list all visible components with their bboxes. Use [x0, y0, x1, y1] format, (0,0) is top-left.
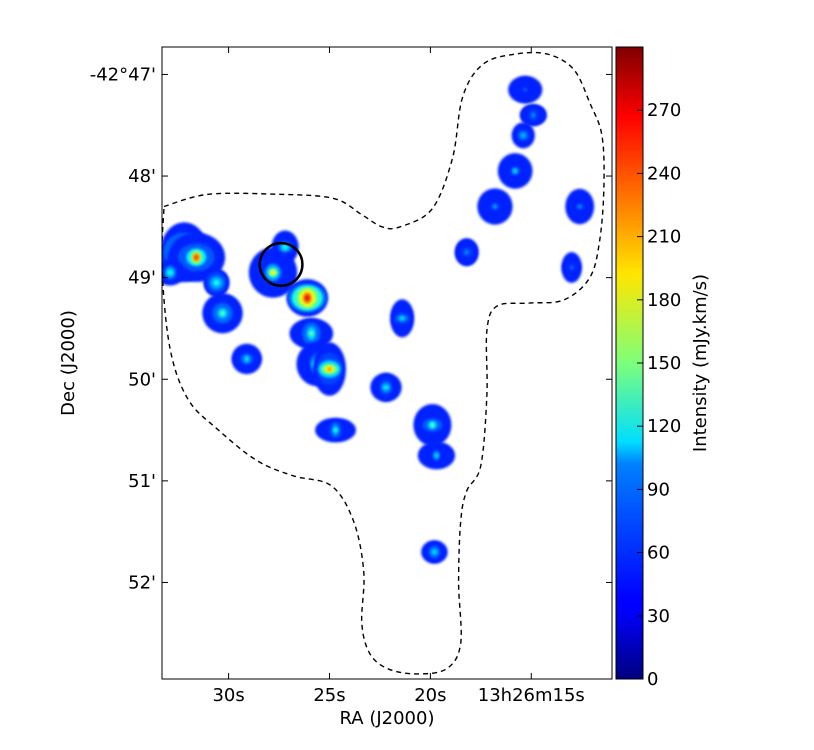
emission-region [413, 404, 452, 446]
y-tick-label: 51' [128, 471, 156, 492]
colorbar-tick-label: 270 [647, 100, 681, 121]
emission-region [202, 293, 243, 334]
y-axis-label: Dec (J2000) [58, 310, 79, 416]
emission-level [309, 332, 313, 335]
colorbar-ticks: 0 30 60 90 120 150 180 210 240 270 [637, 100, 681, 690]
emission-region [519, 103, 547, 127]
emission-level [465, 251, 468, 254]
emission-region [561, 252, 582, 283]
emission-level [305, 295, 309, 301]
x-axis-label: RA (J2000) [340, 708, 435, 729]
x-axis-ticks: 30s 25s 20s 13h26m15s [212, 47, 585, 706]
y-axis-ticks: -42°47' 48' 49' 50' 51' 52' [90, 64, 612, 593]
colorbar-tick-label: 0 [647, 669, 658, 690]
emission-level [578, 205, 582, 208]
plot-frame [161, 46, 613, 680]
colorbar-label: Intensity (mJy.km/s) [690, 274, 711, 452]
x-tick-label: 25s [313, 685, 345, 706]
emission-level [532, 113, 535, 117]
emission-region [162, 259, 186, 286]
y-tick-label: -42°47' [90, 64, 156, 85]
colorbar-tick-label: 30 [647, 606, 670, 627]
emission-level [283, 245, 287, 250]
beam-circle [258, 241, 304, 288]
emission-region [370, 372, 402, 403]
y-tick-label: 52' [128, 572, 156, 593]
emission-level [400, 316, 404, 320]
x-tick-label: 20s [414, 685, 446, 706]
emission-level [168, 271, 172, 275]
colorbar-tick-label: 180 [647, 290, 681, 311]
colorbar-tick-label: 240 [647, 163, 681, 184]
emission-level [521, 133, 525, 137]
emission-level [384, 386, 388, 389]
y-tick-label: 49' [128, 268, 156, 289]
emission-level [432, 550, 437, 554]
emission-region [203, 268, 230, 297]
emission-region [497, 153, 533, 189]
emission-level [431, 423, 434, 427]
colorbar-tick-label: 120 [647, 416, 681, 437]
emission-level [215, 281, 218, 284]
emission-level [513, 169, 517, 173]
emission-level [270, 270, 276, 275]
colorbar-tick-label: 150 [647, 353, 681, 374]
colorbar-tick-label: 90 [647, 479, 670, 500]
emission-region [286, 279, 329, 317]
x-tick-label: 30s [212, 685, 244, 706]
emission-region [231, 343, 263, 375]
emission-region [454, 238, 479, 267]
emission-level [194, 254, 199, 260]
emission-region [315, 417, 357, 443]
x-tick-label: 13h26m15s [478, 685, 585, 706]
emission-region [312, 342, 346, 396]
emission-level [327, 366, 332, 372]
emission-region [417, 441, 456, 470]
emission-level [570, 265, 573, 270]
emission-level [523, 88, 527, 91]
emission-level [221, 311, 224, 315]
emission-region [477, 188, 513, 225]
emission-layer [162, 75, 595, 564]
emission-region [390, 299, 415, 338]
emission-level [333, 428, 338, 432]
emission-region [289, 318, 334, 350]
y-tick-label: 50' [128, 369, 156, 390]
colorbar-tick-label: 60 [647, 543, 670, 564]
emission-level [245, 357, 248, 361]
colorbar-tick-label: 210 [647, 227, 681, 248]
emission-region [508, 75, 543, 104]
y-tick-label: 48' [128, 166, 156, 187]
emission-region [511, 122, 535, 149]
plot-area [162, 47, 612, 679]
emission-level [493, 205, 497, 208]
emission-level [434, 453, 439, 458]
emission-region [421, 540, 448, 564]
emission-region [565, 188, 595, 225]
